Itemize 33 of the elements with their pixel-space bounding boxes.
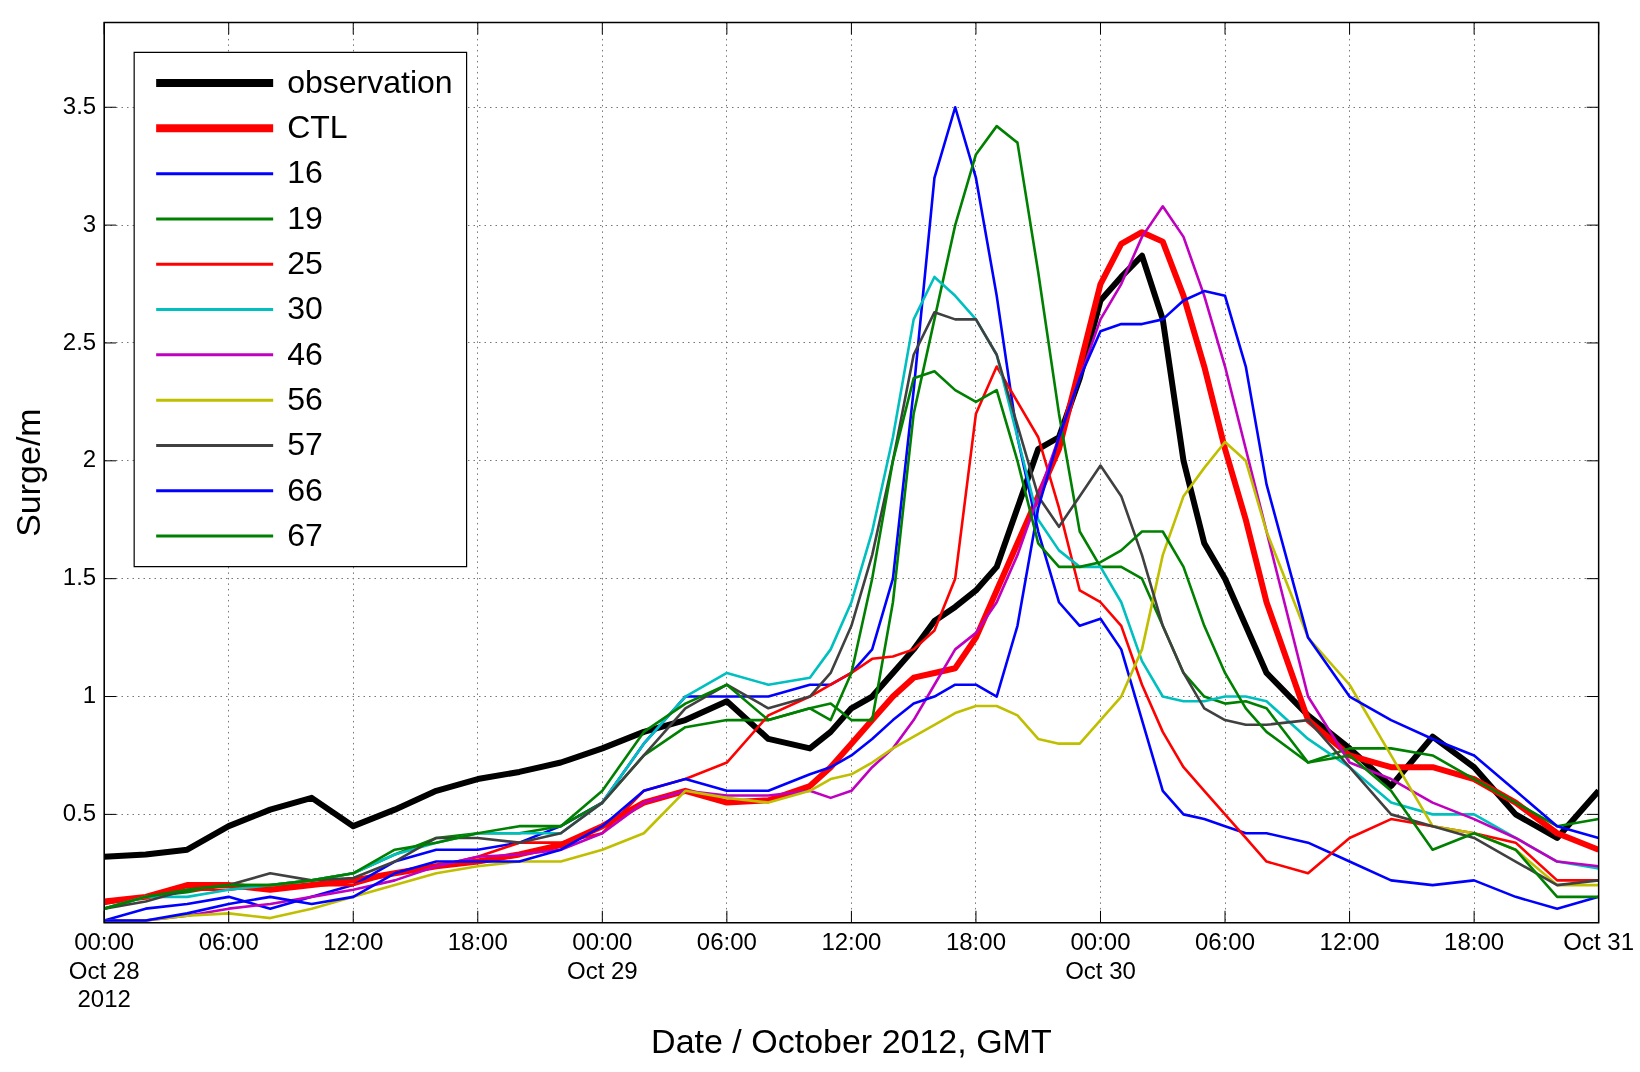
legend-label: CTL — [287, 109, 348, 146]
y-tick-label: 3 — [82, 209, 97, 237]
legend-label: 25 — [287, 245, 323, 282]
x-tick-label: 18:00 — [1444, 927, 1505, 955]
legend-label: 66 — [287, 471, 323, 508]
x-tick-label: 18:00 — [945, 927, 1006, 955]
legend-label: 16 — [287, 154, 323, 191]
y-tick-label: 3.5 — [62, 91, 97, 119]
legend-label: 30 — [287, 290, 323, 327]
legend-label: 67 — [287, 516, 323, 553]
x-tick-label: 00:00 Oct 30 — [1065, 927, 1136, 984]
y-tick-label: 1 — [82, 681, 97, 709]
legend-label: 56 — [287, 380, 323, 417]
x-tick-label: 06:00 — [696, 927, 757, 955]
x-tick-label: 00:00 Oct 29 — [566, 927, 638, 984]
y-axis-title: Surge/m — [8, 408, 47, 537]
x-tick-label: 12:00 — [821, 927, 882, 955]
y-tick-label: 2.5 — [62, 327, 97, 355]
legend-label: observation — [287, 63, 453, 100]
legend-label: 19 — [287, 199, 323, 236]
y-tick-label: 0.5 — [62, 799, 97, 826]
legend-label: 57 — [287, 426, 323, 463]
y-tick-label: 2 — [82, 445, 97, 473]
x-tick-label: Oct 31 — [1563, 927, 1634, 955]
x-tick-label: 18:00 — [447, 927, 508, 955]
x-tick-label: 12:00 — [1319, 927, 1380, 955]
x-tick-label: 06:00 — [1195, 927, 1256, 955]
x-axis-title: Date / October 2012, GMT — [651, 1021, 1052, 1060]
x-tick-label: 12:00 — [323, 927, 384, 955]
x-tick-label: 00:00 Oct 28 2012 — [68, 927, 140, 1013]
x-tick-label: 06:00 — [198, 927, 259, 955]
legend-label: 46 — [287, 335, 323, 372]
y-tick-label: 1.5 — [62, 563, 97, 591]
